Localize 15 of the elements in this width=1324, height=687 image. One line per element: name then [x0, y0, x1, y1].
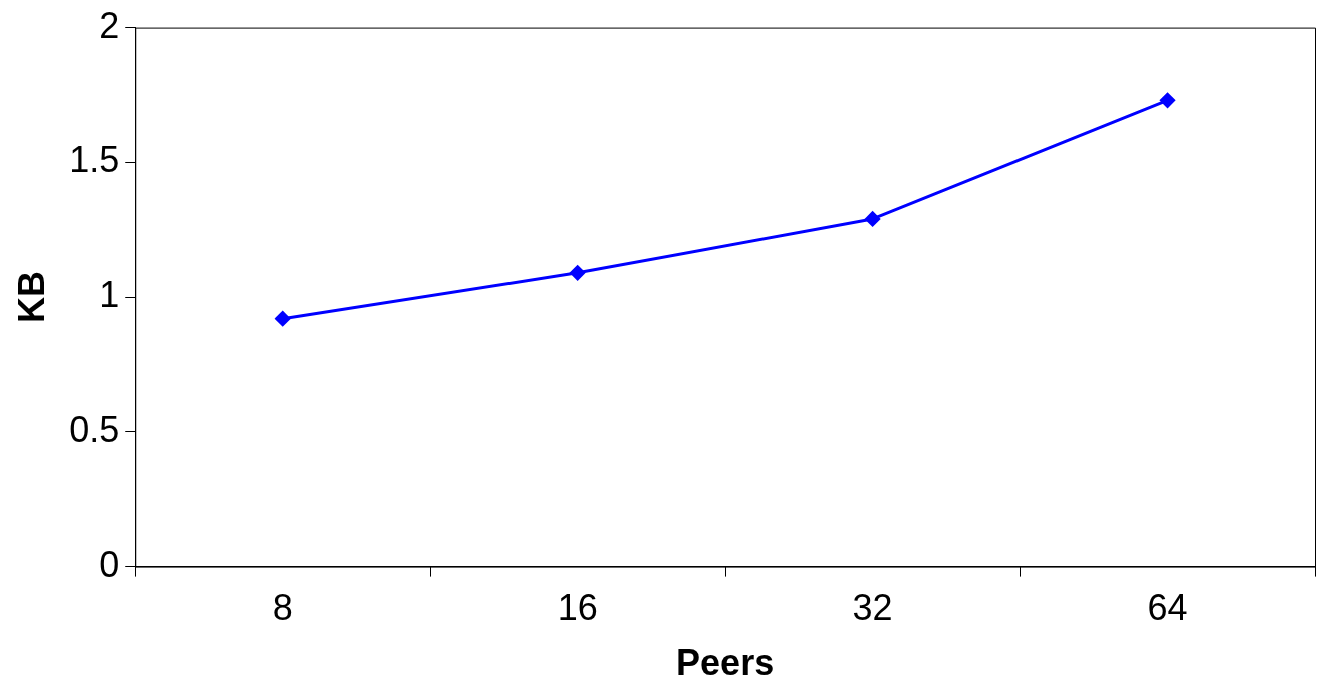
y-tick-label: 1.5: [69, 139, 120, 181]
x-tick-label: 8: [272, 587, 293, 629]
x-tick-label: 16: [557, 587, 598, 629]
point: [1160, 92, 1176, 108]
x-axis-title: Peers: [676, 642, 775, 684]
y-tick-label: 2: [99, 4, 120, 46]
y-tick-label: 0.5: [69, 408, 120, 450]
y-axis-title: KB: [10, 271, 52, 324]
y-tick-label: 1: [99, 274, 120, 316]
point: [570, 265, 586, 281]
point: [275, 311, 291, 327]
point: [865, 211, 881, 227]
y-tick-label: 0: [99, 543, 120, 585]
x-tick-label: 64: [1147, 587, 1188, 629]
x-tick-label: 32: [852, 587, 893, 629]
